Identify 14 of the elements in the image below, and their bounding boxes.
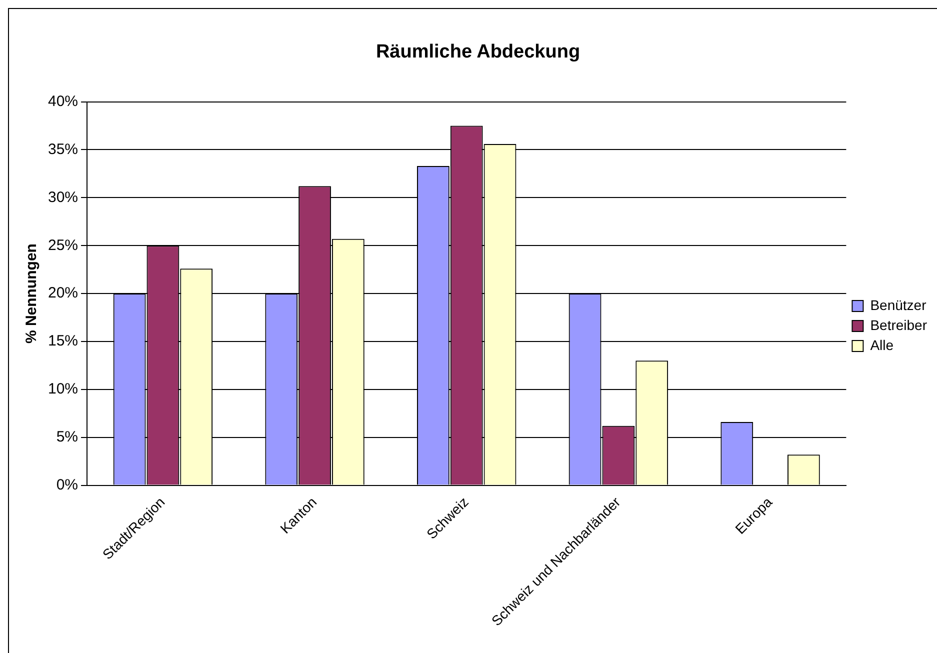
- y-tick-label: 5%: [56, 428, 78, 446]
- chart-title: Räumliche Abdeckung: [376, 42, 580, 63]
- y-tick-label: 35%: [48, 140, 78, 158]
- y-tick-label: 10%: [48, 380, 78, 398]
- legend-label: Betreiber: [870, 316, 928, 333]
- legend-label: Benützer: [870, 296, 927, 313]
- y-tick-label: 25%: [48, 236, 78, 254]
- y-tick-label: 30%: [48, 188, 78, 206]
- legend-label: Alle: [870, 336, 894, 353]
- y-tick-label: 15%: [48, 332, 78, 350]
- y-axis-title: % Nennungen: [23, 244, 40, 344]
- y-tick-label: 40%: [48, 92, 78, 110]
- y-tick-label: 20%: [48, 284, 78, 302]
- y-tick-label: 0%: [56, 476, 78, 494]
